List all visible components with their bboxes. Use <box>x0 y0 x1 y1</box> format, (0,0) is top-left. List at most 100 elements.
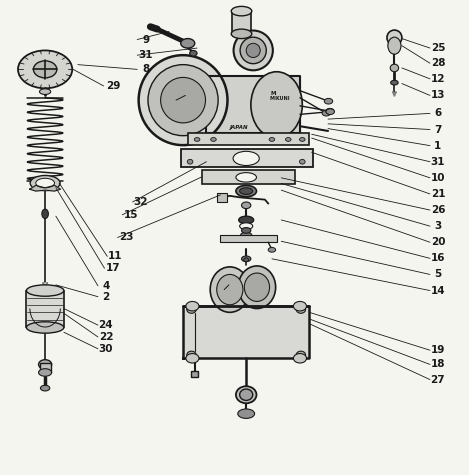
Ellipse shape <box>296 351 306 359</box>
Ellipse shape <box>30 175 60 190</box>
Text: 20: 20 <box>431 237 445 247</box>
Polygon shape <box>391 46 398 53</box>
Ellipse shape <box>251 72 303 138</box>
Text: 17: 17 <box>106 263 120 273</box>
Ellipse shape <box>325 108 334 114</box>
Bar <box>217 193 227 201</box>
Polygon shape <box>393 92 396 96</box>
Polygon shape <box>394 38 401 46</box>
Ellipse shape <box>210 267 250 313</box>
Text: 31: 31 <box>431 157 445 167</box>
Ellipse shape <box>269 138 275 142</box>
Ellipse shape <box>194 138 200 142</box>
Text: 14: 14 <box>431 285 445 295</box>
Ellipse shape <box>296 306 306 314</box>
Ellipse shape <box>231 29 252 38</box>
Ellipse shape <box>322 110 331 116</box>
Ellipse shape <box>242 256 251 262</box>
Ellipse shape <box>236 172 257 182</box>
Text: 25: 25 <box>431 43 445 53</box>
Ellipse shape <box>240 37 266 64</box>
Polygon shape <box>394 46 401 53</box>
Polygon shape <box>30 185 61 191</box>
Ellipse shape <box>139 55 227 145</box>
Ellipse shape <box>240 188 253 194</box>
Ellipse shape <box>187 351 196 359</box>
Ellipse shape <box>42 209 48 218</box>
Polygon shape <box>43 283 47 287</box>
Ellipse shape <box>239 216 254 224</box>
Text: 9: 9 <box>142 35 149 45</box>
Text: 8: 8 <box>142 65 149 75</box>
Ellipse shape <box>39 89 51 95</box>
Ellipse shape <box>231 6 252 16</box>
Ellipse shape <box>238 409 255 418</box>
Text: 21: 21 <box>431 189 445 199</box>
Ellipse shape <box>236 185 257 197</box>
Polygon shape <box>183 306 310 358</box>
Text: MIKUNI: MIKUNI <box>270 96 290 101</box>
Ellipse shape <box>240 223 253 229</box>
Bar <box>26 291 64 327</box>
Ellipse shape <box>148 65 218 136</box>
Ellipse shape <box>187 159 193 164</box>
Ellipse shape <box>238 266 276 309</box>
Ellipse shape <box>211 138 216 142</box>
Bar <box>39 363 51 372</box>
Ellipse shape <box>387 30 402 45</box>
Ellipse shape <box>236 386 257 403</box>
Ellipse shape <box>38 360 52 369</box>
Ellipse shape <box>326 109 334 114</box>
Text: 29: 29 <box>106 81 120 91</box>
Ellipse shape <box>325 98 333 104</box>
Ellipse shape <box>33 61 57 78</box>
Ellipse shape <box>38 369 52 376</box>
Polygon shape <box>391 38 398 46</box>
Text: 5: 5 <box>434 269 441 279</box>
Text: 31: 31 <box>138 50 153 60</box>
Text: 26: 26 <box>431 205 445 215</box>
Ellipse shape <box>240 389 253 400</box>
Text: 4: 4 <box>102 281 110 291</box>
Ellipse shape <box>26 322 64 333</box>
Ellipse shape <box>18 50 72 88</box>
Text: 1: 1 <box>434 141 441 151</box>
Polygon shape <box>388 46 394 53</box>
Bar <box>202 170 295 184</box>
Ellipse shape <box>233 152 259 165</box>
Text: 10: 10 <box>431 173 445 183</box>
Ellipse shape <box>241 232 252 238</box>
Text: 28: 28 <box>431 58 445 68</box>
Text: 12: 12 <box>431 74 445 84</box>
Text: 13: 13 <box>431 90 445 100</box>
Ellipse shape <box>244 273 270 302</box>
Text: M: M <box>271 91 276 96</box>
Ellipse shape <box>242 202 251 209</box>
Ellipse shape <box>234 30 273 70</box>
Text: 19: 19 <box>431 345 445 355</box>
Text: 32: 32 <box>134 197 148 207</box>
Ellipse shape <box>390 64 399 72</box>
Ellipse shape <box>26 285 64 296</box>
Text: 16: 16 <box>431 253 445 263</box>
Ellipse shape <box>181 38 195 48</box>
Ellipse shape <box>286 138 291 142</box>
Bar <box>188 133 310 145</box>
Ellipse shape <box>300 159 305 164</box>
Ellipse shape <box>294 302 307 311</box>
Polygon shape <box>388 38 394 46</box>
Bar <box>220 235 277 242</box>
Bar <box>232 11 251 34</box>
Ellipse shape <box>36 178 54 188</box>
Text: 6: 6 <box>434 108 441 118</box>
Ellipse shape <box>186 353 199 363</box>
Text: 30: 30 <box>98 344 113 354</box>
Text: 15: 15 <box>123 210 138 220</box>
Text: 7: 7 <box>434 124 442 134</box>
Bar <box>191 370 198 377</box>
Text: 22: 22 <box>98 332 113 342</box>
Text: 18: 18 <box>431 360 445 370</box>
Ellipse shape <box>300 138 305 142</box>
Text: 2: 2 <box>102 292 110 302</box>
Ellipse shape <box>294 353 307 363</box>
